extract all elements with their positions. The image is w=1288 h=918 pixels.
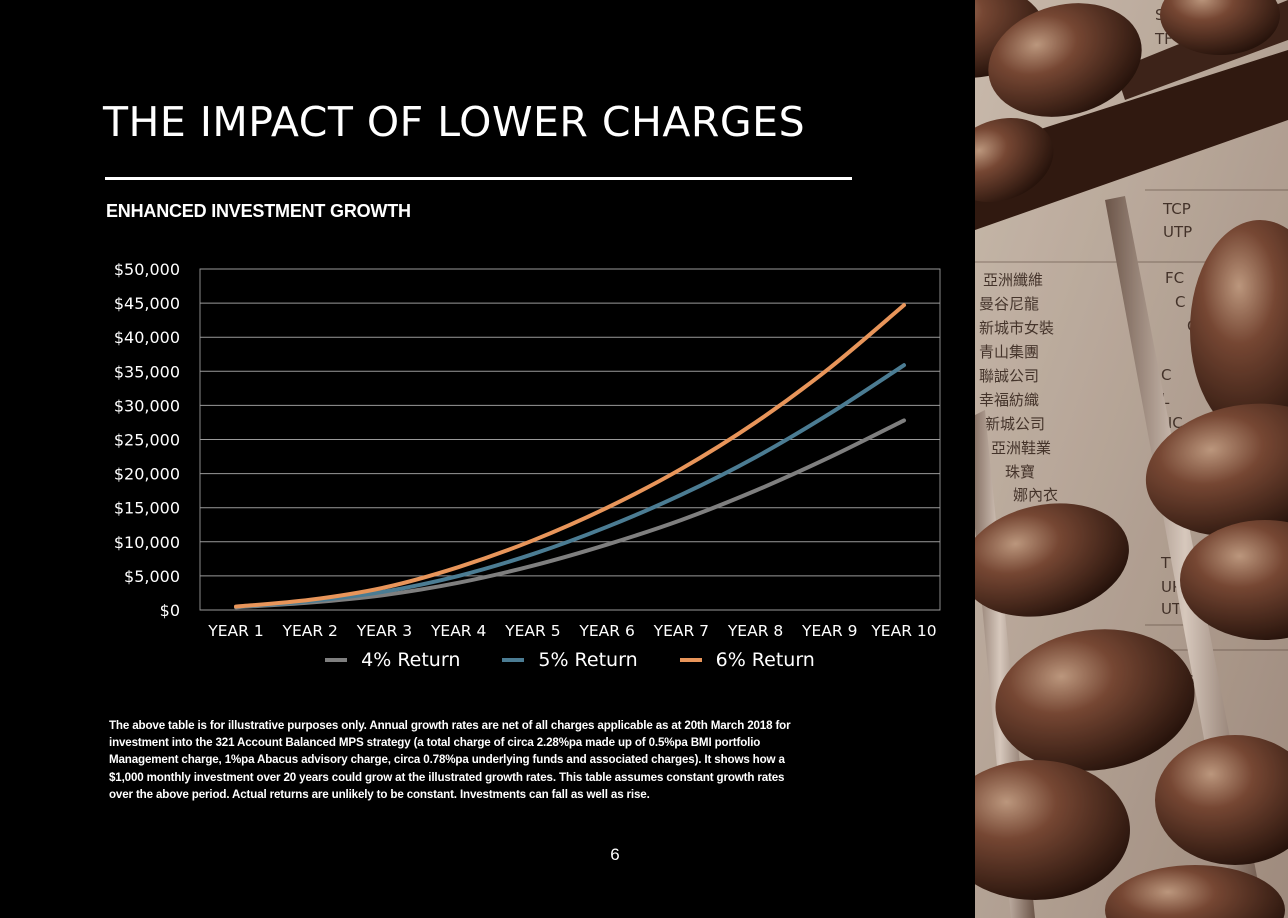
x-tick-label: YEAR 4 [430, 622, 486, 640]
chart-legend: 4% Return 5% Return 6% Return [200, 646, 940, 674]
series-line-4-return [234, 418, 906, 610]
legend-item: 6% Return [679, 649, 815, 671]
x-tick-label: YEAR 2 [282, 622, 338, 640]
disclaimer-text: The above table is for illustrative purp… [109, 719, 791, 801]
abacus-photo: 亞洲纖維 曼谷尼龍 新城市女裝 青山集團 聯誠公司 幸福紡織 新城公司 亞洲鞋業… [975, 0, 1288, 918]
page-title: THE IMPACT OF LOWER CHARGES [103, 98, 806, 146]
x-tick-label: YEAR 9 [801, 622, 857, 640]
svg-text:青山集團: 青山集團 [979, 343, 1039, 361]
svg-text:UTP: UTP [1163, 223, 1192, 241]
title-divider [105, 177, 852, 180]
svg-text:TCP: TCP [1162, 200, 1191, 218]
svg-text:UT: UT [1161, 600, 1182, 618]
x-tick-label: YEAR 8 [727, 622, 783, 640]
y-tick-label: $20,000 [114, 465, 180, 484]
page-number: 6 [610, 845, 620, 864]
x-tick-label: YEAR 10 [870, 622, 936, 640]
y-tick-label: $50,000 [114, 260, 180, 279]
svg-text:C: C [1161, 366, 1171, 384]
legend-label: 4% Return [361, 649, 461, 671]
series-line-5-return [234, 363, 906, 609]
svg-text:幸福紡織: 幸福紡織 [979, 391, 1039, 409]
y-tick-label: $5,000 [124, 567, 180, 586]
svg-text:亞洲纖維: 亞洲纖維 [983, 271, 1043, 289]
legend-label: 6% Return [715, 649, 815, 671]
content-panel: THE IMPACT OF LOWER CHARGES ENHANCED INV… [103, 98, 941, 864]
legend-swatch [325, 658, 348, 662]
y-tick-label: $10,000 [114, 533, 180, 552]
x-tick-label: YEAR 1 [207, 622, 263, 640]
svg-text:FC: FC [1165, 269, 1184, 287]
svg-text:娜內衣: 娜內衣 [1013, 486, 1058, 504]
svg-text:聯誠公司: 聯誠公司 [979, 367, 1039, 385]
x-tick-label: YEAR 5 [504, 622, 560, 640]
svg-text:新城市女裝: 新城市女裝 [979, 319, 1054, 337]
series-line-6-return [234, 303, 906, 609]
svg-text:L: L [1161, 390, 1170, 408]
y-tick-label: $15,000 [114, 499, 180, 518]
y-tick-label: $40,000 [114, 328, 180, 347]
x-tick-label: YEAR 7 [653, 622, 709, 640]
svg-text:C: C [1175, 293, 1185, 311]
y-tick-label: $45,000 [114, 294, 180, 313]
legend-label: 5% Return [538, 649, 638, 671]
legend-swatch [679, 658, 702, 662]
legend-swatch [502, 658, 525, 662]
y-tick-label: $35,000 [114, 362, 180, 381]
section-subtitle: ENHANCED INVESTMENT GROWTH [106, 201, 411, 221]
y-tick-label: $30,000 [114, 396, 180, 415]
y-tick-label: $25,000 [114, 431, 180, 450]
legend-item: 4% Return [325, 649, 460, 671]
svg-text:S: S [1155, 6, 1165, 24]
growth-line-chart: $0 $5,000 $10,000 $15,000 $20,000 $25,000 $30,… [114, 260, 941, 640]
svg-text:珠寶: 珠寶 [1005, 463, 1035, 481]
abacus-photo-image: 亞洲纖維 曼谷尼龍 新城市女裝 青山集團 聯誠公司 幸福紡織 新城公司 亞洲鞋業… [975, 0, 1288, 918]
x-tick-label: YEAR 3 [356, 622, 412, 640]
y-tick-label: $0 [160, 601, 180, 620]
legend-item: 5% Return [502, 649, 638, 671]
svg-text:曼谷尼龍: 曼谷尼龍 [979, 295, 1039, 313]
svg-text:亞洲鞋業: 亞洲鞋業 [991, 439, 1051, 457]
svg-text:新城公司: 新城公司 [985, 415, 1045, 433]
x-tick-label: YEAR 6 [578, 622, 634, 640]
